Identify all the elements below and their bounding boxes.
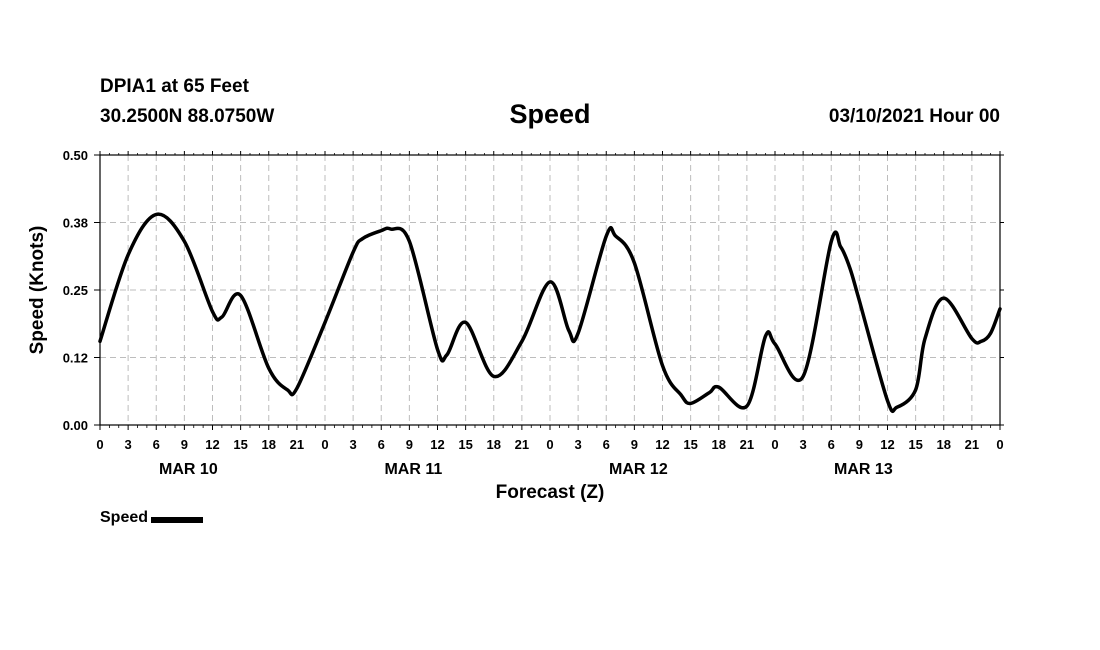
legend: Speed — [100, 509, 204, 527]
day-labels: MAR 10 MAR 11 MAR 12 MAR 13 — [159, 461, 893, 478]
y-tick-label: 0.38 — [63, 216, 88, 231]
x-tick-label: 15 — [233, 437, 247, 452]
station-coordinates: 30.2500N 88.0750W — [100, 106, 275, 127]
x-tick-label: 3 — [800, 437, 807, 452]
chart-title: Speed — [509, 99, 591, 129]
x-tick-label: 21 — [515, 437, 529, 452]
x-tick-label: 15 — [908, 437, 922, 452]
x-tick-label: 3 — [350, 437, 357, 452]
x-axis-ticks: 0 3 6 9 12 15 18 21 0 3 6 9 12 15 18 21 0 3 6 9 12 15 18 21 0 3 6 9… — [96, 151, 1004, 452]
y-tick-label: 0.12 — [63, 351, 88, 366]
day-label: MAR 13 — [834, 461, 893, 478]
x-tick-label: 12 — [880, 437, 894, 452]
x-tick-label: 3 — [125, 437, 132, 452]
x-tick-label: 0 — [546, 437, 553, 452]
day-label: MAR 10 — [159, 461, 218, 478]
x-tick-label: 15 — [683, 437, 697, 452]
y-tick-label: 0.50 — [63, 148, 88, 163]
x-tick-label: 0 — [771, 437, 778, 452]
y-tick-label: 0.25 — [63, 283, 88, 298]
x-tick-label: 6 — [153, 437, 160, 452]
x-tick-label: 21 — [290, 437, 304, 452]
station-name: DPIA1 at 65 Feet — [100, 76, 249, 97]
grid-lines — [100, 155, 1000, 425]
x-tick-label: 6 — [603, 437, 610, 452]
day-label: MAR 11 — [384, 461, 442, 478]
x-axis-label: Forecast (Z) — [495, 482, 605, 503]
x-tick-label: 0 — [321, 437, 328, 452]
x-tick-label: 12 — [205, 437, 219, 452]
x-tick-label: 18 — [937, 437, 951, 452]
x-tick-label: 21 — [965, 437, 979, 452]
x-tick-label: 6 — [828, 437, 835, 452]
legend-swatch — [151, 517, 204, 523]
x-tick-label: 9 — [856, 437, 863, 452]
y-tick-label: 0.00 — [63, 418, 88, 433]
x-tick-label: 15 — [458, 437, 472, 452]
x-tick-label: 0 — [996, 437, 1003, 452]
legend-label: Speed — [100, 509, 149, 526]
x-tick-label: 21 — [740, 437, 754, 452]
x-tick-label: 9 — [181, 437, 188, 452]
x-tick-label: 3 — [575, 437, 582, 452]
x-tick-label: 18 — [487, 437, 501, 452]
x-tick-label: 9 — [631, 437, 638, 452]
x-tick-label: 9 — [406, 437, 413, 452]
day-label: MAR 12 — [609, 461, 668, 478]
forecast-date: 03/10/2021 Hour 00 — [828, 106, 1000, 127]
x-tick-label: 18 — [712, 437, 726, 452]
speed-series-line — [98, 212, 1002, 414]
x-tick-label: 12 — [430, 437, 444, 452]
x-tick-label: 0 — [96, 437, 103, 452]
x-tick-label: 6 — [378, 437, 385, 452]
x-tick-label: 12 — [655, 437, 669, 452]
x-tick-label: 18 — [262, 437, 276, 452]
y-axis-ticks: 0.00 0.12 0.25 0.38 0.50 — [63, 148, 1004, 433]
y-axis-label: Speed (Knots) — [27, 225, 48, 355]
